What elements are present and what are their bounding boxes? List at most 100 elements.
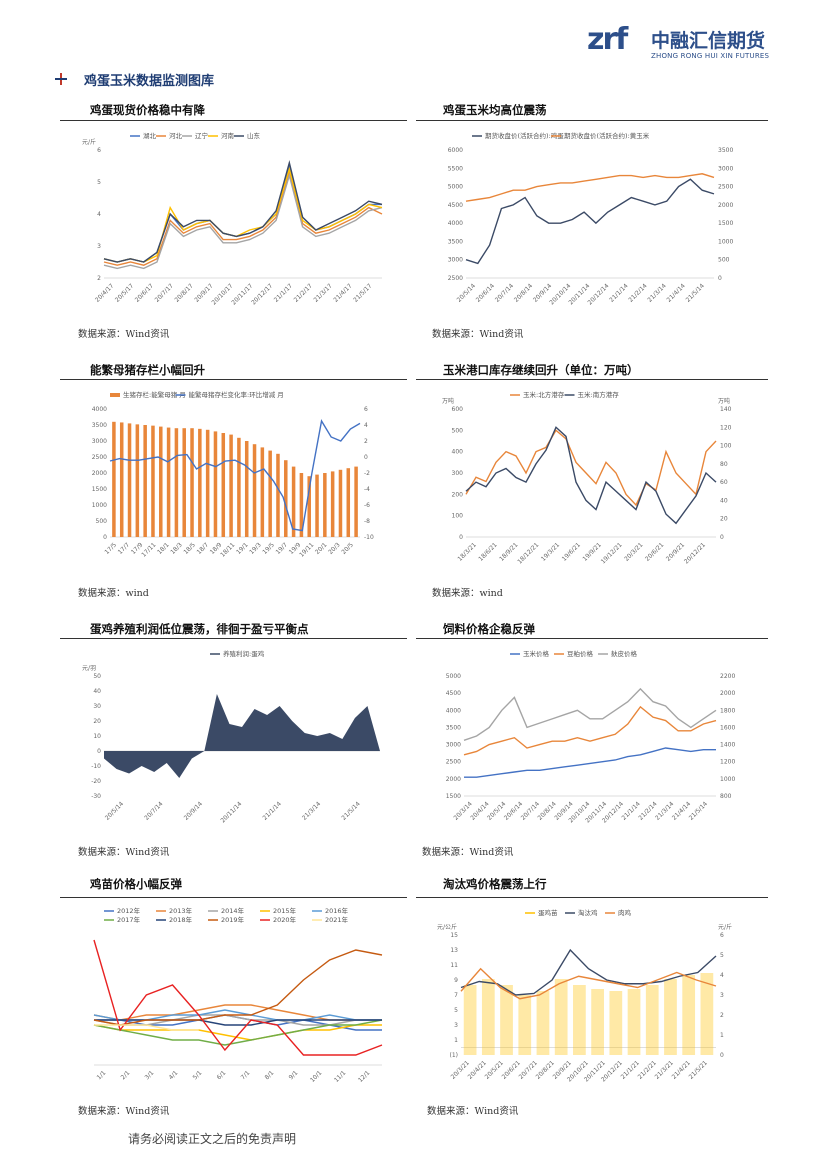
- y-tick-label: 4500: [446, 690, 461, 697]
- y2-tick-label: -6: [364, 502, 370, 509]
- line-series: [463, 687, 717, 741]
- y-tick-label: -30: [91, 793, 101, 800]
- line-series: [103, 172, 383, 270]
- x-tick-label: 21/3/17: [312, 282, 333, 303]
- bar: [284, 460, 288, 537]
- x-tick-label: 20/7/14: [143, 800, 164, 821]
- x-tick-label: 21/2/14: [627, 282, 648, 303]
- line-series: [460, 948, 717, 996]
- bar: [627, 989, 641, 1055]
- x-tick-label: 20/3/21: [623, 541, 644, 562]
- x-tick-label: 21/5/14: [340, 800, 361, 821]
- y-tick-label: 0: [97, 748, 101, 755]
- y2-tick-label: 4: [364, 422, 368, 429]
- x-tick-label: 20/7/17: [154, 282, 175, 303]
- x-tick-label: 20/8/17: [173, 282, 194, 303]
- legend-label: 玉米:北方港存: [523, 390, 565, 399]
- y2-tick-label: 1000: [720, 776, 735, 783]
- chart-sow-inventory: 生猪存栏:能繁母猪 月能繁母猪存栏变化率:环比增减 月 0 500 1000 1500 2…: [80, 387, 390, 577]
- y2-tick-label: 2500: [718, 184, 733, 191]
- chart-chick-price: 2012年 2013年 2014年 2015年 2016年 2017年 2018年 2019年…: [80, 905, 390, 1095]
- y-tick-label: 300: [452, 470, 464, 477]
- source-note-2: 数据来源：Wind资讯: [432, 329, 524, 340]
- y-tick-label: 15: [450, 932, 458, 939]
- line-series: [465, 178, 715, 265]
- y2-tick-label: 0: [718, 275, 722, 282]
- x-tick-label: 21/4/14: [665, 282, 686, 303]
- legend-label: 2020年: [273, 915, 297, 924]
- chart-culled-hen-price: 蛋鸡苗 淘汰鸡 肉鸡 (1) 1 3 5 7 9 11 13 15 0 1 2 3 4 5 6 元/公斤 元/斤 20/3…: [435, 905, 750, 1095]
- y-tick-label: 5: [97, 179, 101, 186]
- y-tick-label: 4000: [92, 406, 107, 413]
- y2-tick-label: 6: [720, 932, 724, 939]
- y-tick-label: 0: [103, 534, 107, 541]
- x-tick-label: 17/5: [104, 541, 119, 556]
- x-tick-label: 21/5/21: [688, 1059, 709, 1080]
- bar: [205, 429, 210, 537]
- bar: [664, 979, 677, 1055]
- y-tick-label: 40: [93, 688, 101, 695]
- x-tick-label: 21/3/14: [301, 800, 322, 821]
- bar: [307, 476, 311, 537]
- y-tick-label: 3: [97, 243, 101, 250]
- x-tick-label: 20/8/14: [513, 282, 534, 303]
- bar: [151, 425, 155, 537]
- y-tick-label: 200: [452, 491, 464, 498]
- x-tick-label: 19/3: [248, 541, 263, 556]
- line-series: [93, 1024, 382, 1041]
- line-series: [464, 747, 716, 778]
- x-tick-label: 8/1: [264, 1069, 276, 1081]
- legend-label: 河南: [221, 131, 235, 140]
- y-tick-label: 11: [450, 962, 458, 969]
- y-tick-label: 50: [93, 673, 101, 680]
- y2-tick-label: 80: [720, 461, 728, 468]
- y2-tick-label: -2: [364, 470, 370, 477]
- y2-tick-label: 140: [720, 406, 732, 413]
- y-tick-label: 4000: [446, 707, 461, 714]
- bar: [182, 428, 186, 537]
- line-series: [465, 426, 717, 525]
- legend-label: 2013年: [169, 906, 193, 915]
- y2-tick-label: 0: [720, 534, 724, 541]
- x-tick-label: 20/5/14: [104, 800, 125, 821]
- y2-tick-label: 20: [720, 516, 728, 523]
- chart-corn-port-stock: 玉米:北方港存 玉米:南方港存 0 100 200 300 400 500 600 0 20 40 60…: [440, 387, 750, 577]
- bar: [554, 979, 568, 1055]
- y-axis-label: 万吨: [442, 397, 454, 405]
- divider: [416, 120, 768, 121]
- x-tick-label: 2/1: [120, 1069, 132, 1081]
- y2-tick-label: 0: [720, 1052, 724, 1059]
- y-tick-label: 6000: [448, 147, 463, 154]
- line-series: [460, 967, 717, 1000]
- bar: [112, 421, 116, 537]
- x-tick-label: 19/1: [235, 541, 250, 556]
- source-note-5: 数据来源：Wind资讯: [78, 847, 170, 858]
- y2-tick-label: 100: [720, 443, 732, 450]
- chart-egg-spot: 湖北 河北 辽宁 河南 山东 2 3 4 5 6 元/斤 20/4/17 20/5/17 20/6/17 2…: [80, 128, 390, 318]
- x-tick-label: 18/7: [196, 541, 211, 556]
- bar: [682, 975, 696, 1055]
- x-tick-label: 18/11: [219, 541, 236, 558]
- chart-feed-prices: 玉米价格 豆粕价格 麸皮价格 1500 2000 2500 3000 3500 4000 4500…: [430, 646, 750, 836]
- x-tick-label: 20/12/14: [586, 282, 610, 306]
- x-tick-label: 10/1: [309, 1069, 324, 1084]
- line-series: [94, 1024, 199, 1031]
- x-tick-label: 21/4/17: [332, 282, 353, 303]
- logo-en-text: ZHONG RONG HUI XIN FUTURES: [651, 52, 770, 60]
- y2-tick-label: 120: [720, 424, 732, 431]
- legend-label: 豆粕价格: [567, 649, 594, 658]
- x-tick-label: 7/1: [240, 1069, 252, 1081]
- y2-tick-label: 2000: [720, 690, 735, 697]
- line-series: [93, 949, 383, 1026]
- legend-label: 2016年: [325, 906, 349, 915]
- y2-tick-label: 60: [720, 479, 728, 486]
- bar: [536, 991, 550, 1055]
- bar: [159, 426, 163, 537]
- y-tick-label: 100: [452, 513, 464, 520]
- y-tick-label: -20: [91, 778, 101, 785]
- y2-tick-label: -10: [364, 534, 374, 541]
- x-tick-label: 21/1/14: [262, 800, 283, 821]
- line-series: [103, 166, 383, 263]
- y2-axis-label: 万吨: [718, 397, 730, 405]
- y-tick-label: 2500: [92, 454, 107, 461]
